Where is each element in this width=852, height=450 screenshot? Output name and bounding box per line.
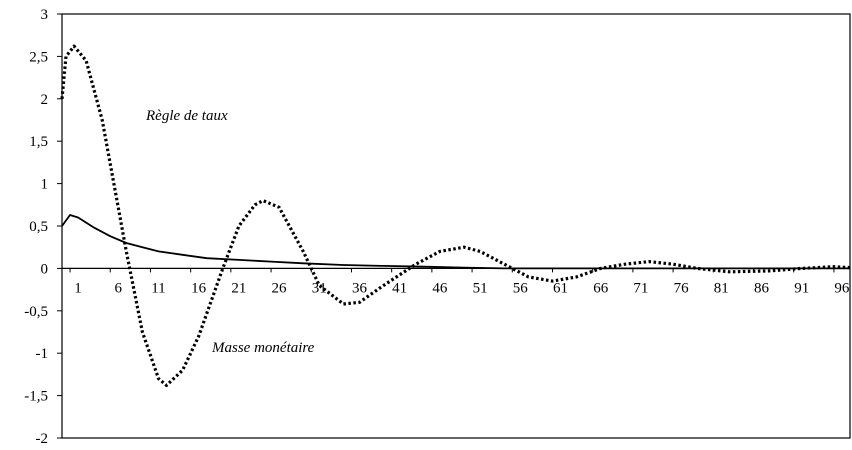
annotation-masse-monetaire: Masse monétaire bbox=[211, 340, 315, 356]
x-tick-label: 6 bbox=[114, 280, 122, 296]
x-axis: 1 6 11 16 21 26 31 36 41 46 51 56 61 66 71 76 81 86 91 96 bbox=[62, 267, 850, 296]
y-tick-label: 2 bbox=[41, 92, 49, 108]
y-tick-label: 0,5 bbox=[29, 219, 48, 235]
series-line-solid bbox=[61, 214, 850, 270]
y-tick-label: -1,5 bbox=[24, 389, 48, 405]
x-tick-label: 1 bbox=[74, 280, 82, 296]
x-tick-label: 56 bbox=[513, 280, 529, 296]
annotation-regle-de-taux: Règle de taux bbox=[145, 108, 228, 124]
y-tick-label: 2,5 bbox=[29, 49, 48, 65]
x-tick-label: 11 bbox=[151, 280, 165, 296]
x-tick-label: 16 bbox=[191, 280, 207, 296]
y-tick-label: 1,5 bbox=[29, 134, 48, 150]
x-tick-label: 76 bbox=[674, 280, 690, 296]
x-tick-label: 96 bbox=[834, 280, 850, 296]
x-tick-label: 31 bbox=[312, 280, 327, 296]
y-tick-label: 3 bbox=[41, 7, 49, 23]
y-axis: -2 -1,5 -1 -0,5 0 0,5 1 1,5 2 2,5 3 bbox=[24, 7, 62, 447]
y-tick-label: 1 bbox=[41, 177, 49, 193]
x-tick-label: 61 bbox=[553, 280, 568, 296]
plot-border bbox=[61, 13, 851, 439]
series-layer bbox=[60, 44, 851, 387]
x-tick-label: 81 bbox=[714, 280, 729, 296]
x-tick-label: 86 bbox=[754, 280, 770, 296]
y-tick-label: -0,5 bbox=[24, 304, 48, 320]
y-tick-label: -1 bbox=[36, 346, 49, 362]
plot-area bbox=[61, 13, 851, 439]
series-line-dotted bbox=[60, 44, 851, 387]
x-tick-label: 36 bbox=[352, 280, 368, 296]
x-tick-label: 41 bbox=[392, 280, 407, 296]
y-tick-label: 0 bbox=[41, 261, 49, 277]
x-tick-label: 71 bbox=[633, 280, 648, 296]
x-tick-label: 26 bbox=[272, 280, 288, 296]
y-tick-label: -2 bbox=[36, 431, 49, 447]
x-tick-label: 21 bbox=[231, 280, 246, 296]
x-tick-label: 51 bbox=[473, 280, 488, 296]
x-tick-label: 66 bbox=[593, 280, 609, 296]
x-tick-label: 46 bbox=[432, 280, 448, 296]
x-tick-label: 91 bbox=[794, 280, 809, 296]
